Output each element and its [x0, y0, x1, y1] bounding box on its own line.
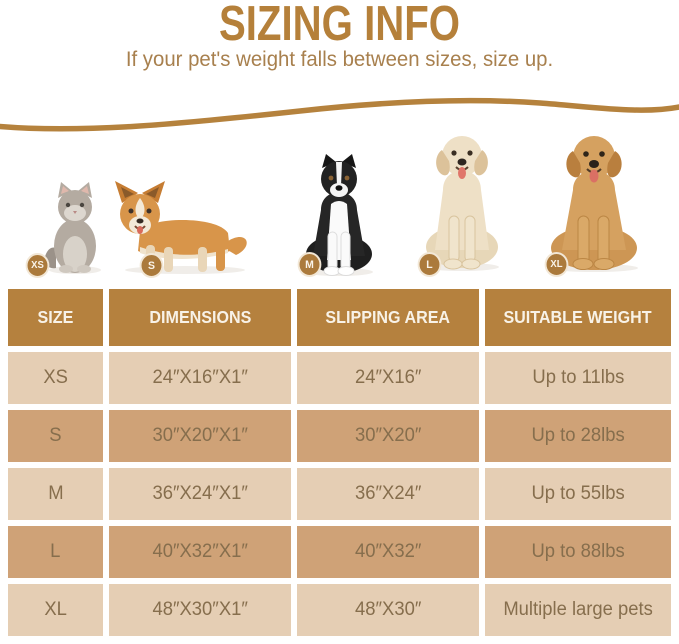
table-cell-dimensions-s: 30″X20″X1″: [109, 410, 291, 462]
table-cell-slipping-area-l: 40″X32″: [297, 526, 479, 578]
golden-retriever-l-image: [423, 130, 501, 277]
table-cell-size-xs: XS: [8, 352, 103, 404]
sizing-table: SIZE DIMENSIONS SLIPPING AREA SUITABLE W…: [8, 289, 671, 636]
table-cell-dimensions-xl: 48″X30″X1″: [109, 584, 291, 636]
table-cell-size-m: M: [8, 468, 103, 520]
size-badge-m: M: [297, 252, 322, 277]
table-cell-weight-s: Up to 28lbs: [485, 410, 671, 462]
size-badge-s: S: [139, 253, 164, 278]
size-badge-xs: XS: [25, 253, 50, 278]
golden-retriever-xl-image: [548, 132, 640, 278]
table-cell-size-l: L: [8, 526, 103, 578]
column-header-dimensions: DIMENSIONS: [109, 289, 291, 346]
table-cell-size-xl: XL: [8, 584, 103, 636]
decorative-wave-line: [0, 97, 679, 132]
page-subtitle: If your pet's weight falls between sizes…: [125, 48, 554, 71]
table-cell-slipping-area-s: 30″X20″: [297, 410, 479, 462]
table-cell-slipping-area-xl: 48″X30″: [297, 584, 479, 636]
table-cell-weight-xs: Up to 11lbs: [485, 352, 671, 404]
table-cell-weight-l: Up to 88lbs: [485, 526, 671, 578]
corgi-s-image: [100, 181, 252, 279]
table-cell-dimensions-m: 36″X24″X1″: [109, 468, 291, 520]
table-cell-dimensions-xs: 24″X16″X1″: [109, 352, 291, 404]
table-cell-weight-xl: Multiple large pets: [485, 584, 671, 636]
table-cell-slipping-area-m: 36″X24″: [297, 468, 479, 520]
size-badge-xl: XL: [544, 252, 569, 277]
table-cell-weight-m: Up to 55lbs: [485, 468, 671, 520]
table-cell-dimensions-l: 40″X32″X1″: [109, 526, 291, 578]
cat-xs-image: [42, 180, 102, 279]
column-header-size: SIZE: [8, 289, 103, 346]
border-collie-m-image: [303, 152, 375, 282]
column-header-slipping-area: SLIPPING AREA: [297, 289, 479, 346]
table-cell-size-s: S: [8, 410, 103, 462]
column-header-suitable-weight: SUITABLE WEIGHT: [485, 289, 671, 346]
size-badge-l: L: [417, 252, 442, 277]
table-cell-slipping-area-xs: 24″X16″: [297, 352, 479, 404]
page-title: SIZING INFO: [218, 0, 461, 51]
